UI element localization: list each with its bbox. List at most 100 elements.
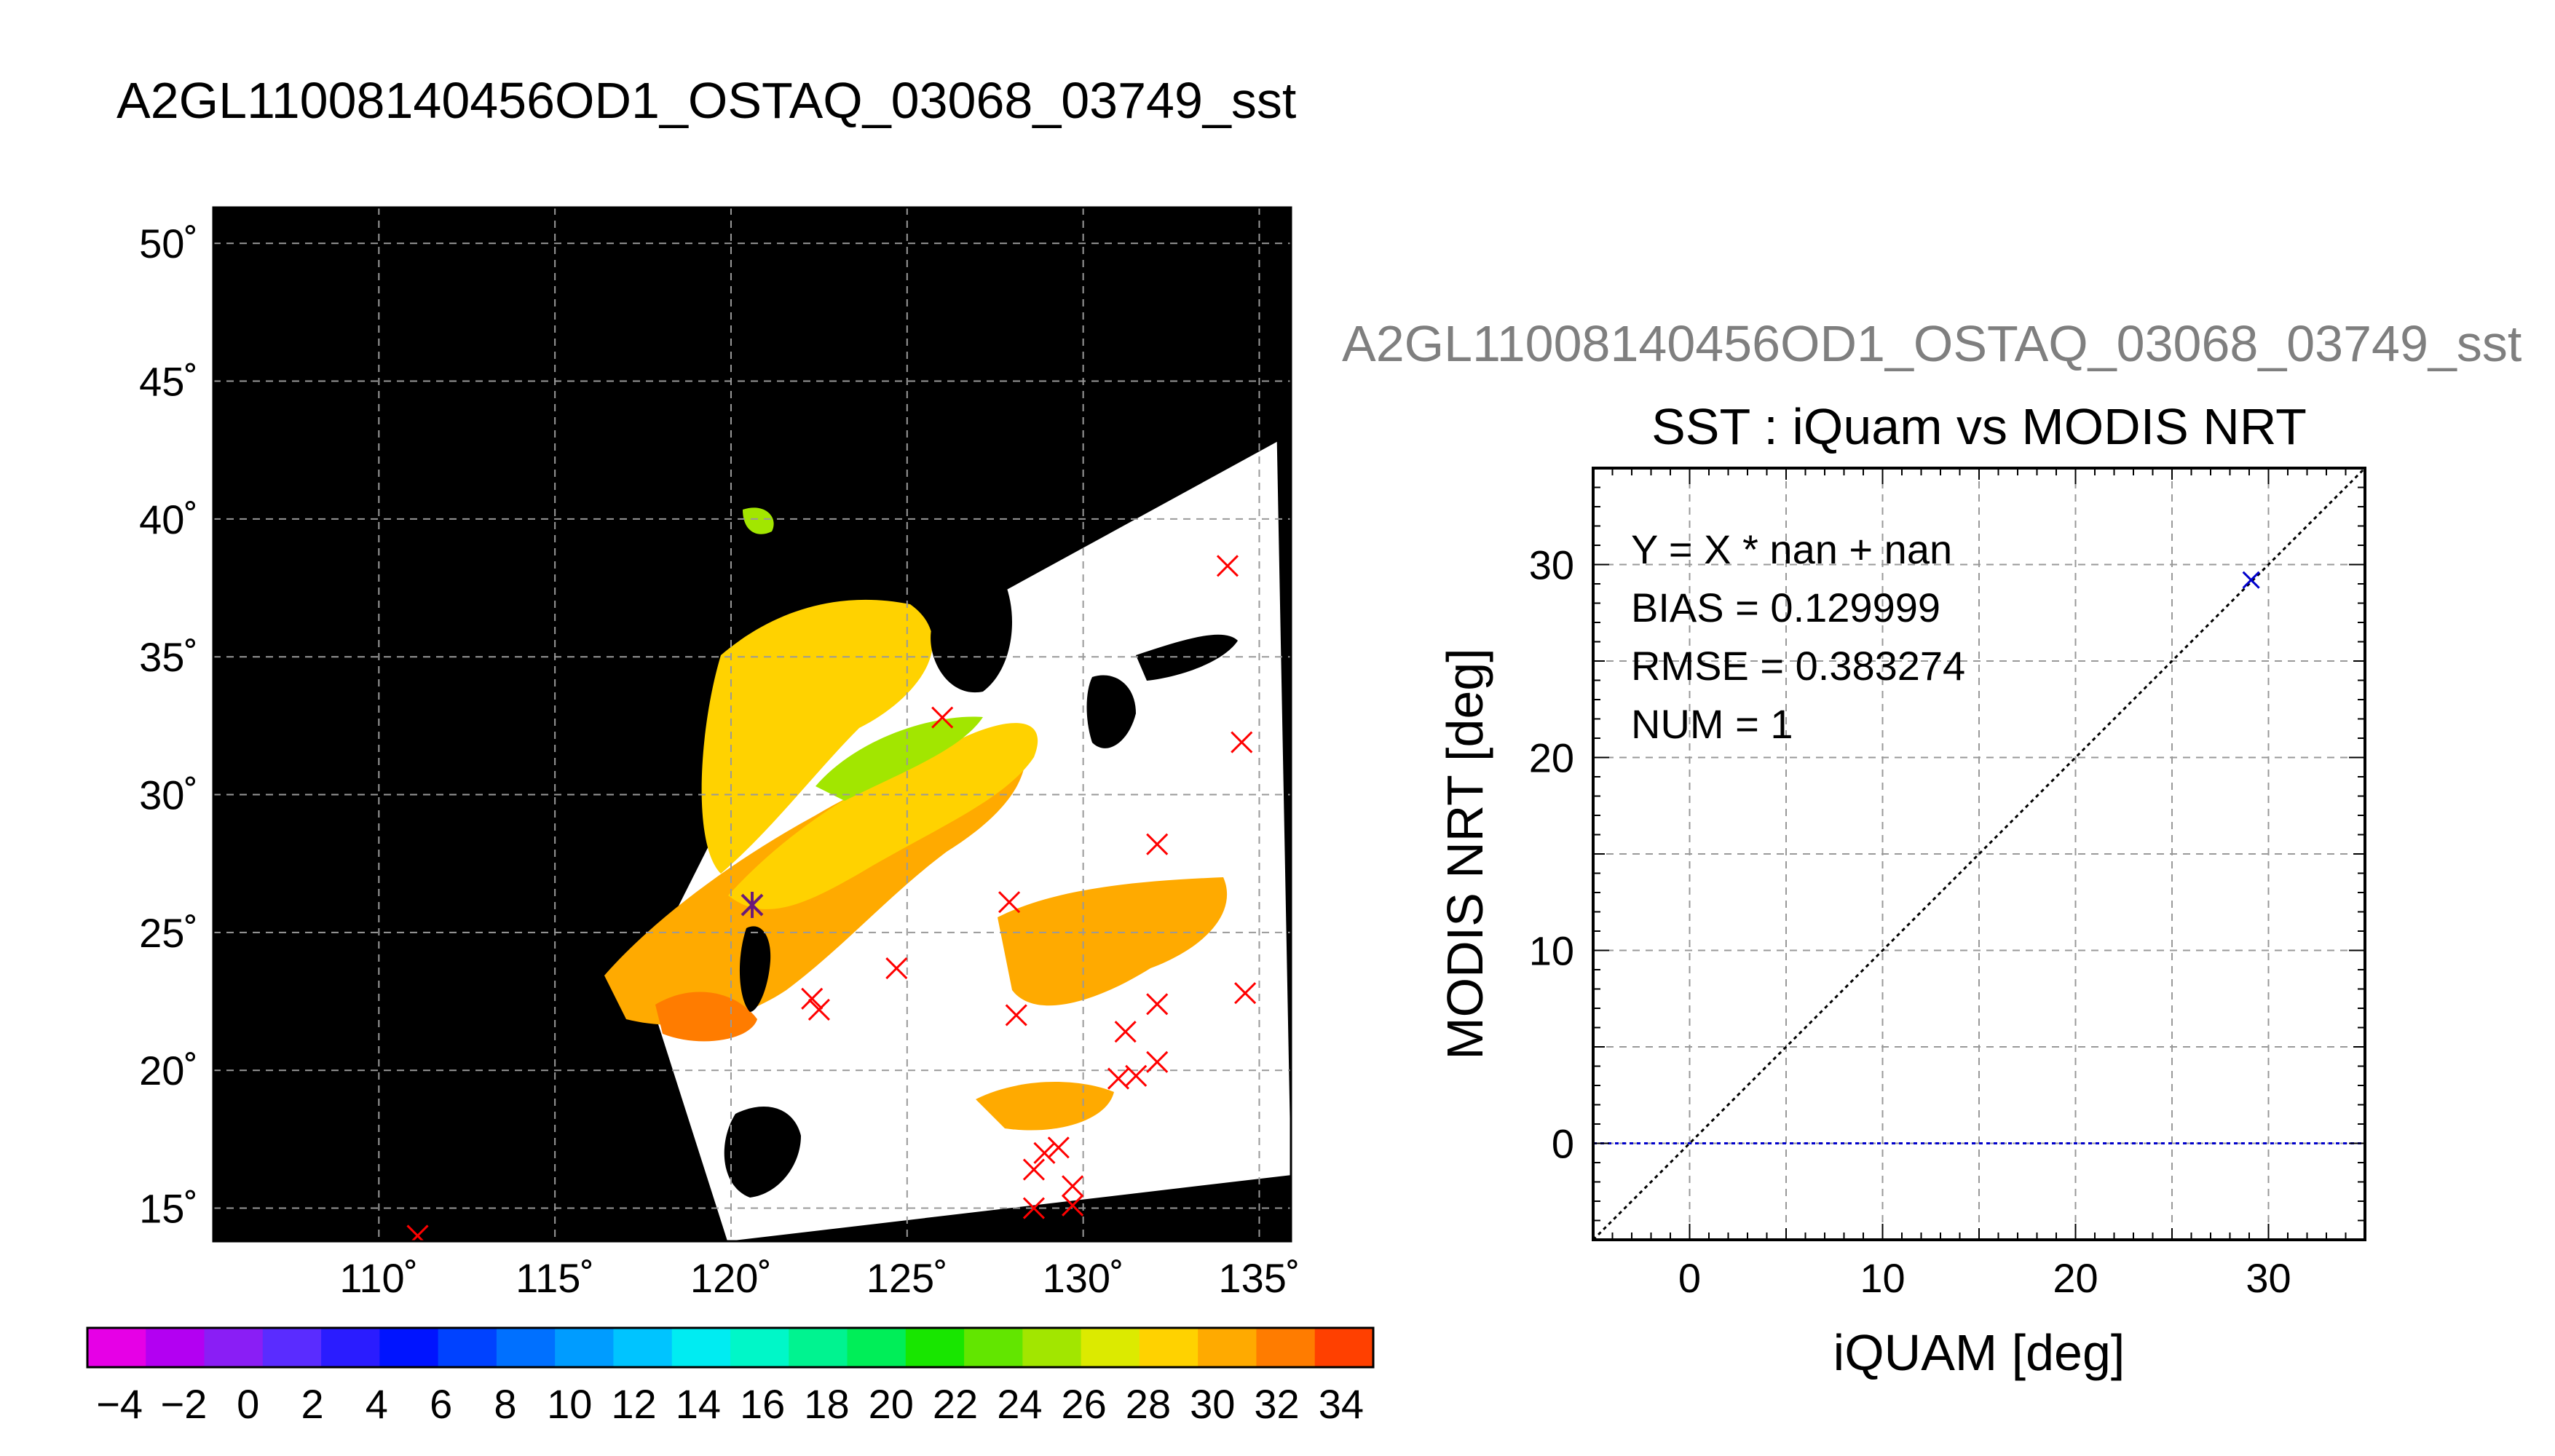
lat-tick-label: 25˚ xyxy=(139,910,198,956)
sst-patch-bohai xyxy=(743,507,774,534)
sst-patch-green xyxy=(816,716,983,801)
scatter-plot: A2GL11008140456OD1_OSTAQ_03068_03749_sst… xyxy=(1342,315,2522,1381)
colorbar-tick-label: 20 xyxy=(869,1381,914,1427)
colorbar-tick-label: 10 xyxy=(547,1381,592,1427)
scatter-stats: Y = X * nan + nan BIAS = 0.129999 RMSE =… xyxy=(1631,526,1965,747)
scatter-y-tick-label: 0 xyxy=(1552,1121,1574,1167)
colorbar-tick-label: 34 xyxy=(1319,1381,1364,1427)
colorbar-tick-label: 6 xyxy=(430,1381,452,1427)
lat-tick-labels: 15˚ 20˚ 25˚ 30˚ 35˚ 40˚ 45˚ 50˚ xyxy=(139,221,198,1231)
map-border xyxy=(212,206,1292,1243)
map-marker-8 xyxy=(885,957,908,980)
scatter-point xyxy=(2242,571,2260,589)
colorbar-swatch xyxy=(671,1328,731,1367)
colorbar-swatch xyxy=(555,1328,614,1367)
scatter-reference-lines xyxy=(1593,468,2365,1240)
colorbar-swatch xyxy=(1314,1328,1374,1367)
map-grid xyxy=(213,207,1291,1241)
land-honshu xyxy=(1136,634,1238,681)
lon-tick-label: 130˚ xyxy=(1043,1255,1124,1301)
lon-tick-label: 115˚ xyxy=(516,1255,594,1301)
colorbar-swatch xyxy=(1139,1328,1198,1367)
colorbar-swatch xyxy=(379,1328,439,1367)
colorbar-swatch xyxy=(1081,1328,1140,1367)
colorbar-swatch xyxy=(730,1328,789,1367)
lon-tick-labels: 110˚ 115˚ 120˚ 125˚ 130˚ 135˚ xyxy=(339,1255,1300,1301)
land-korea xyxy=(921,558,1012,693)
stats-regression: Y = X * nan + nan xyxy=(1631,526,1952,572)
map-marker-14 xyxy=(1107,1067,1130,1090)
stats-num: NUM = 1 xyxy=(1631,701,1793,747)
lon-tick-label: 125˚ xyxy=(866,1255,948,1301)
scatter-y-tick-label: 30 xyxy=(1529,542,1574,588)
map-marker-16 xyxy=(1033,1142,1056,1164)
colorbar-tick-label: 0 xyxy=(237,1381,259,1427)
lon-tick-label: 110˚ xyxy=(339,1255,418,1301)
colorbar-swatch xyxy=(438,1328,497,1367)
page-title: A2GL11008140456OD1_OSTAQ_03068_03749_sst xyxy=(117,72,1296,129)
colorbar-tick-label: 18 xyxy=(804,1381,849,1427)
colorbar-swatch xyxy=(87,1328,146,1367)
scatter-y-tick-label: 20 xyxy=(1529,735,1574,781)
colorbar-swatch xyxy=(789,1328,848,1367)
colorbar-swatch xyxy=(262,1328,322,1367)
colorbar-tick-label: 30 xyxy=(1190,1381,1235,1427)
sst-map: 110˚ 115˚ 120˚ 125˚ 130˚ 135˚ 15˚ 20˚ 25˚ 30˚ 35˚… xyxy=(139,206,1300,1301)
scatter-grid xyxy=(1593,468,2365,1240)
lon-tick-label: 120˚ xyxy=(690,1255,772,1301)
colorbar-swatch xyxy=(204,1328,264,1367)
scatter-caption: A2GL11008140456OD1_OSTAQ_03068_03749_sst xyxy=(1342,315,2522,372)
map-marker-5 xyxy=(1005,1004,1027,1026)
land-hainan xyxy=(724,1107,801,1198)
scatter-x-tick-label: 0 xyxy=(1678,1255,1701,1301)
map-marker-6 xyxy=(801,987,824,1010)
map-marker-10 xyxy=(1234,982,1257,1005)
lat-tick-label: 50˚ xyxy=(139,221,198,266)
colorbar-swatch xyxy=(496,1328,556,1367)
map-marker-21 xyxy=(406,1224,429,1241)
scatter-ylabel: MODIS NRT [deg] xyxy=(1437,648,1493,1059)
colorbar-swatch xyxy=(964,1328,1023,1367)
sst-patch-south-orange xyxy=(998,877,1228,1006)
map-marker-matched xyxy=(741,892,764,919)
map-marker-1 xyxy=(1231,731,1253,753)
scatter-x-tick-label: 20 xyxy=(2053,1255,2098,1301)
colorbar-swatch xyxy=(321,1328,380,1367)
stats-rmse: RMSE = 0.383274 xyxy=(1631,643,1965,689)
colorbar-border xyxy=(86,1326,1375,1369)
map-marker-3 xyxy=(931,706,954,729)
colorbar-tick-label: 4 xyxy=(366,1381,388,1427)
map-marker-9 xyxy=(1146,993,1169,1016)
colorbar-tick-label: 22 xyxy=(933,1381,978,1427)
land xyxy=(724,558,1238,1198)
map-marker-19 xyxy=(1022,1197,1045,1219)
colorbar-swatch xyxy=(146,1328,205,1367)
colorbar-swatch xyxy=(905,1328,965,1367)
colorbar-tick-label: 28 xyxy=(1126,1381,1171,1427)
map-marker-4 xyxy=(998,891,1021,914)
colorbar-tick-label: 26 xyxy=(1062,1381,1107,1427)
map-marker-2 xyxy=(1146,833,1169,855)
colorbar xyxy=(86,1326,1375,1369)
lat-tick-label: 15˚ xyxy=(139,1186,198,1232)
scatter-x-tick-labels: 0 10 20 30 xyxy=(1678,1255,2291,1301)
lat-tick-label: 45˚ xyxy=(139,359,198,405)
scatter-y-tick-label: 10 xyxy=(1529,928,1574,974)
land-taiwan xyxy=(739,926,771,1012)
colorbar-swatch xyxy=(1022,1328,1082,1367)
map-marker-7 xyxy=(807,998,830,1021)
map-marker-17 xyxy=(1022,1158,1045,1181)
sst-patch-ecs-yellow xyxy=(728,723,1038,909)
sst-patch-taiwan-strait xyxy=(655,992,757,1042)
map-markers xyxy=(406,555,1257,1241)
colorbar-tick-label: 16 xyxy=(740,1381,785,1427)
lat-tick-label: 30˚ xyxy=(139,772,198,818)
map-marker-11 xyxy=(1114,1021,1137,1043)
colorbar-swatch xyxy=(847,1328,907,1367)
scatter-ticks xyxy=(1592,467,2366,1241)
colorbar-tick-label: 2 xyxy=(301,1381,323,1427)
colorbar-tick-label: 24 xyxy=(997,1381,1042,1427)
lat-tick-label: 35˚ xyxy=(139,634,198,680)
satellite-swath xyxy=(643,441,1291,1241)
